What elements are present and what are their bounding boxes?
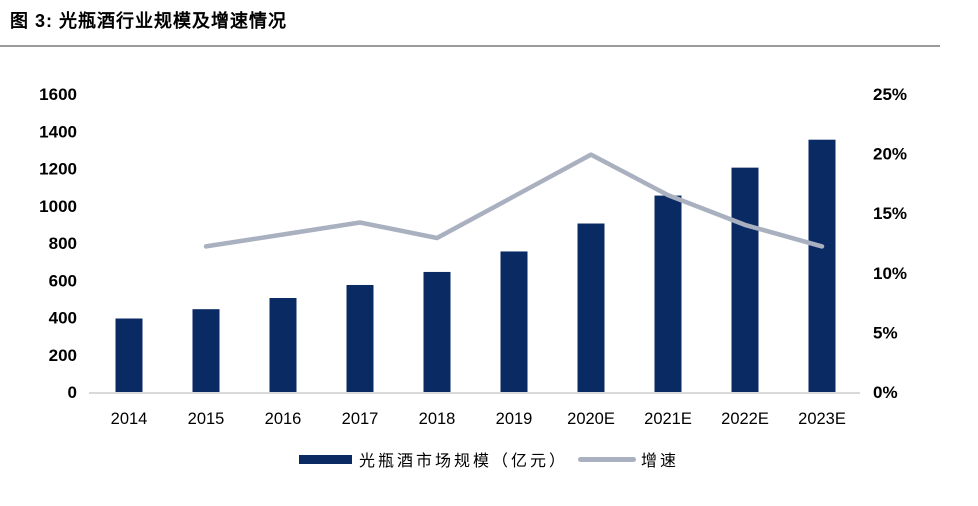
left-axis-tick: 1600 <box>39 85 77 104</box>
bar-2023E <box>808 139 836 393</box>
right-axis-tick: 10% <box>873 264 907 283</box>
bar-series-swatch <box>298 454 352 464</box>
x-axis-label-2016: 2016 <box>265 410 302 428</box>
growth-line <box>203 152 825 249</box>
bar-2019 <box>500 251 528 393</box>
bar-2022E <box>731 167 759 393</box>
left-axis-tick: 400 <box>49 309 77 328</box>
bar-2018 <box>423 271 451 393</box>
legend-item-growth: 增速 <box>578 447 679 471</box>
left-axis-tick: 200 <box>49 346 77 365</box>
x-axis-label-2018: 2018 <box>419 410 456 428</box>
legend-item-market-size: 光瓶酒市场规模（亿元） <box>298 447 568 471</box>
left-axis-tick: 800 <box>49 234 77 253</box>
x-axis-label-2014: 2014 <box>111 410 148 428</box>
left-axis-tick: 600 <box>49 271 77 290</box>
x-axis-label-2017: 2017 <box>342 410 379 428</box>
right-axis-tick: 0% <box>873 383 898 402</box>
title-divider <box>0 45 940 47</box>
left-axis-tick: 0 <box>68 383 77 402</box>
x-axis-label-2020E: 2020E <box>567 410 615 428</box>
left-axis-tick: 1200 <box>39 160 77 179</box>
legend-label-growth: 增速 <box>641 453 680 470</box>
bar-2016 <box>269 298 297 393</box>
right-axis-tick: 20% <box>873 145 907 164</box>
left-axis-tick: 1400 <box>39 122 77 141</box>
bar-2021E <box>654 195 682 393</box>
x-axis-label-2022E: 2022E <box>721 410 769 428</box>
chart-legend: 光瓶酒市场规模（亿元） 增速 <box>0 446 978 472</box>
legend-label-market-size: 光瓶酒市场规模（亿元） <box>358 453 568 470</box>
figure-title: 图 3: 光瓶酒行业规模及增速情况 <box>10 11 288 31</box>
x-axis-label-2021E: 2021E <box>644 410 692 428</box>
bar-2015 <box>192 309 220 393</box>
left-axis-tick: 1000 <box>39 197 77 216</box>
bar-2020E <box>577 223 605 393</box>
x-axis-label-2015: 2015 <box>188 410 225 428</box>
line-series-swatch <box>578 456 636 462</box>
combo-chart: 0 200 400 600 800 1000 1200 1400 1600 0% 5% 10% 15% 2… <box>39 85 907 428</box>
x-axis-label-2019: 2019 <box>496 410 533 428</box>
bar-2014 <box>115 318 143 393</box>
right-axis-tick: 5% <box>873 323 898 342</box>
right-axis-tick: 25% <box>873 85 907 104</box>
right-axis-tick: 15% <box>873 204 907 223</box>
bar-2017 <box>346 284 374 393</box>
x-axis-label-2023E: 2023E <box>798 410 846 428</box>
